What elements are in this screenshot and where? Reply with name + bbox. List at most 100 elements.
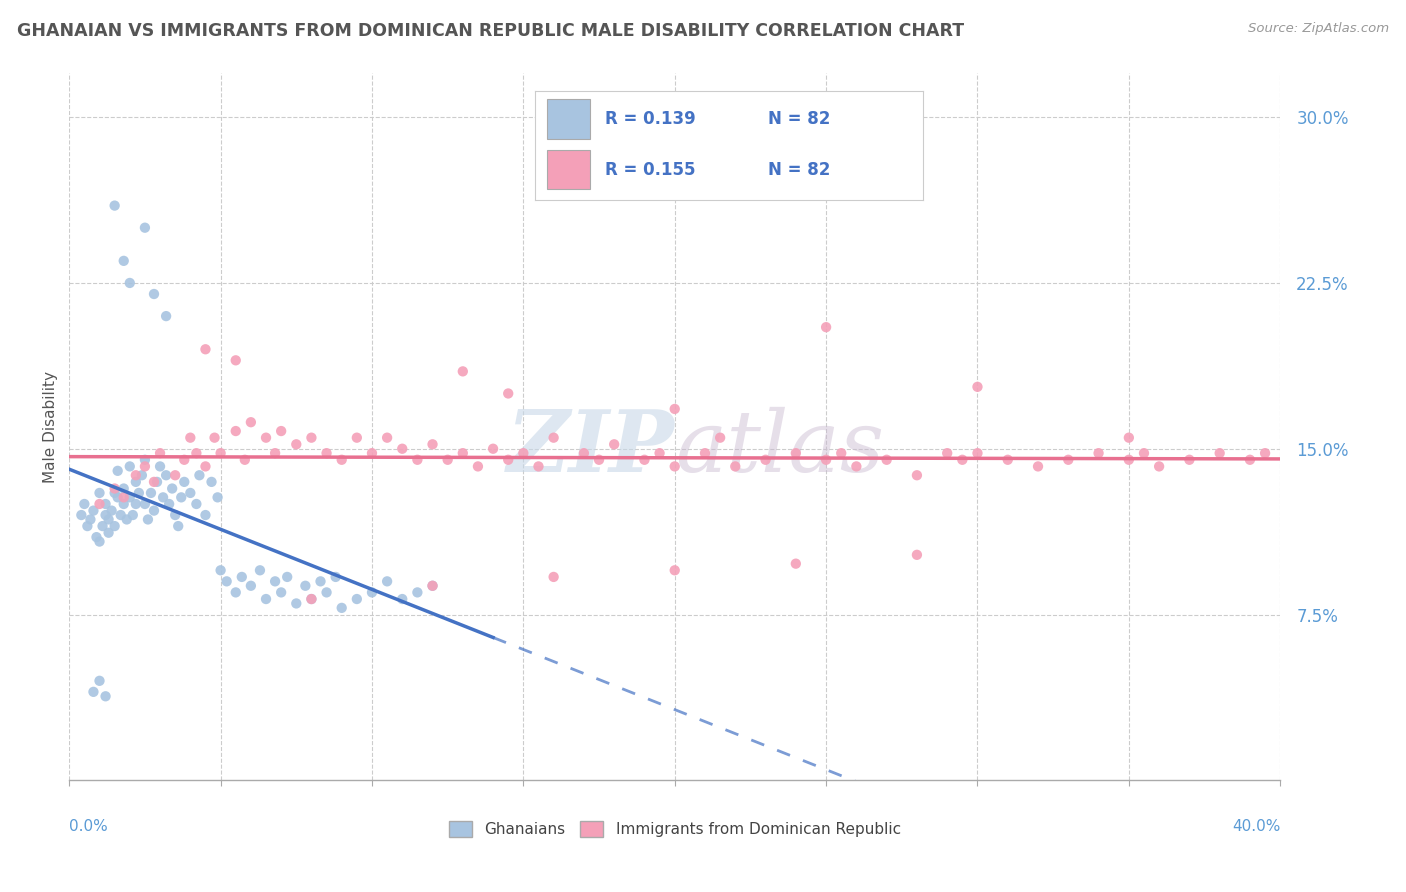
Point <box>406 452 429 467</box>
Point <box>146 475 169 489</box>
Point <box>724 459 747 474</box>
Point <box>709 431 731 445</box>
Point <box>346 431 368 445</box>
Point <box>905 548 928 562</box>
Point <box>1239 452 1261 467</box>
Point <box>115 512 138 526</box>
Point <box>149 446 172 460</box>
Point <box>112 491 135 505</box>
Point <box>936 446 959 460</box>
Point <box>815 452 838 467</box>
Point <box>204 431 226 445</box>
Point <box>422 437 444 451</box>
Point <box>143 503 166 517</box>
Text: 0.0%: 0.0% <box>69 819 108 834</box>
Point <box>107 491 129 505</box>
Point <box>143 287 166 301</box>
Point <box>225 424 247 438</box>
Point <box>165 508 187 522</box>
Point <box>173 452 195 467</box>
Point <box>512 446 534 460</box>
Point <box>375 574 398 589</box>
Point <box>89 497 111 511</box>
Point <box>543 570 565 584</box>
Point <box>97 525 120 540</box>
Point <box>285 437 308 451</box>
Point <box>170 491 193 505</box>
Point <box>330 600 353 615</box>
Point <box>112 253 135 268</box>
Point <box>125 497 148 511</box>
Point <box>315 585 337 599</box>
Point <box>527 459 550 474</box>
Point <box>110 508 132 522</box>
Point <box>633 452 655 467</box>
Point <box>301 592 323 607</box>
Point <box>1147 459 1170 474</box>
Point <box>225 353 247 368</box>
Point <box>361 585 384 599</box>
Point <box>451 446 474 460</box>
Point <box>104 482 127 496</box>
Point <box>82 685 104 699</box>
Point <box>125 475 148 489</box>
Point <box>125 468 148 483</box>
Point <box>173 475 195 489</box>
Point <box>543 431 565 445</box>
Point <box>112 497 135 511</box>
Point <box>186 497 208 511</box>
Point <box>815 320 838 334</box>
Point <box>104 198 127 212</box>
Point <box>94 690 117 704</box>
Point <box>207 491 229 505</box>
Point <box>139 486 162 500</box>
Point <box>225 585 247 599</box>
Point <box>603 437 626 451</box>
Point <box>785 446 807 460</box>
Point <box>97 512 120 526</box>
Text: ZIP: ZIP <box>506 406 675 490</box>
Point <box>194 508 217 522</box>
Point <box>572 446 595 460</box>
Point <box>118 276 141 290</box>
Point <box>346 592 368 607</box>
Point <box>422 579 444 593</box>
Point <box>107 464 129 478</box>
Point <box>301 431 323 445</box>
Point <box>200 475 222 489</box>
Point <box>209 563 232 577</box>
Point <box>134 220 156 235</box>
Y-axis label: Male Disability: Male Disability <box>44 371 58 483</box>
Point <box>648 446 671 460</box>
Point <box>285 597 308 611</box>
Point <box>188 468 211 483</box>
Point <box>845 459 868 474</box>
Point <box>82 503 104 517</box>
Point <box>160 482 183 496</box>
Point <box>179 431 201 445</box>
Point <box>830 446 852 460</box>
Point <box>112 482 135 496</box>
Point <box>143 475 166 489</box>
Point <box>664 401 686 416</box>
Legend: Ghanaians, Immigrants from Dominican Republic: Ghanaians, Immigrants from Dominican Rep… <box>443 815 907 843</box>
Point <box>254 592 277 607</box>
Point <box>91 519 114 533</box>
Point <box>1026 459 1049 474</box>
Point <box>361 446 384 460</box>
Point <box>1057 452 1080 467</box>
Point <box>231 570 253 584</box>
Point <box>375 431 398 445</box>
Point <box>966 380 988 394</box>
Point <box>100 503 122 517</box>
Point <box>79 512 101 526</box>
Point <box>186 446 208 460</box>
Point <box>131 468 153 483</box>
Point <box>325 570 347 584</box>
Point <box>876 452 898 467</box>
Point <box>118 491 141 505</box>
Point <box>1118 431 1140 445</box>
Point <box>94 497 117 511</box>
Point <box>89 486 111 500</box>
Point <box>467 459 489 474</box>
